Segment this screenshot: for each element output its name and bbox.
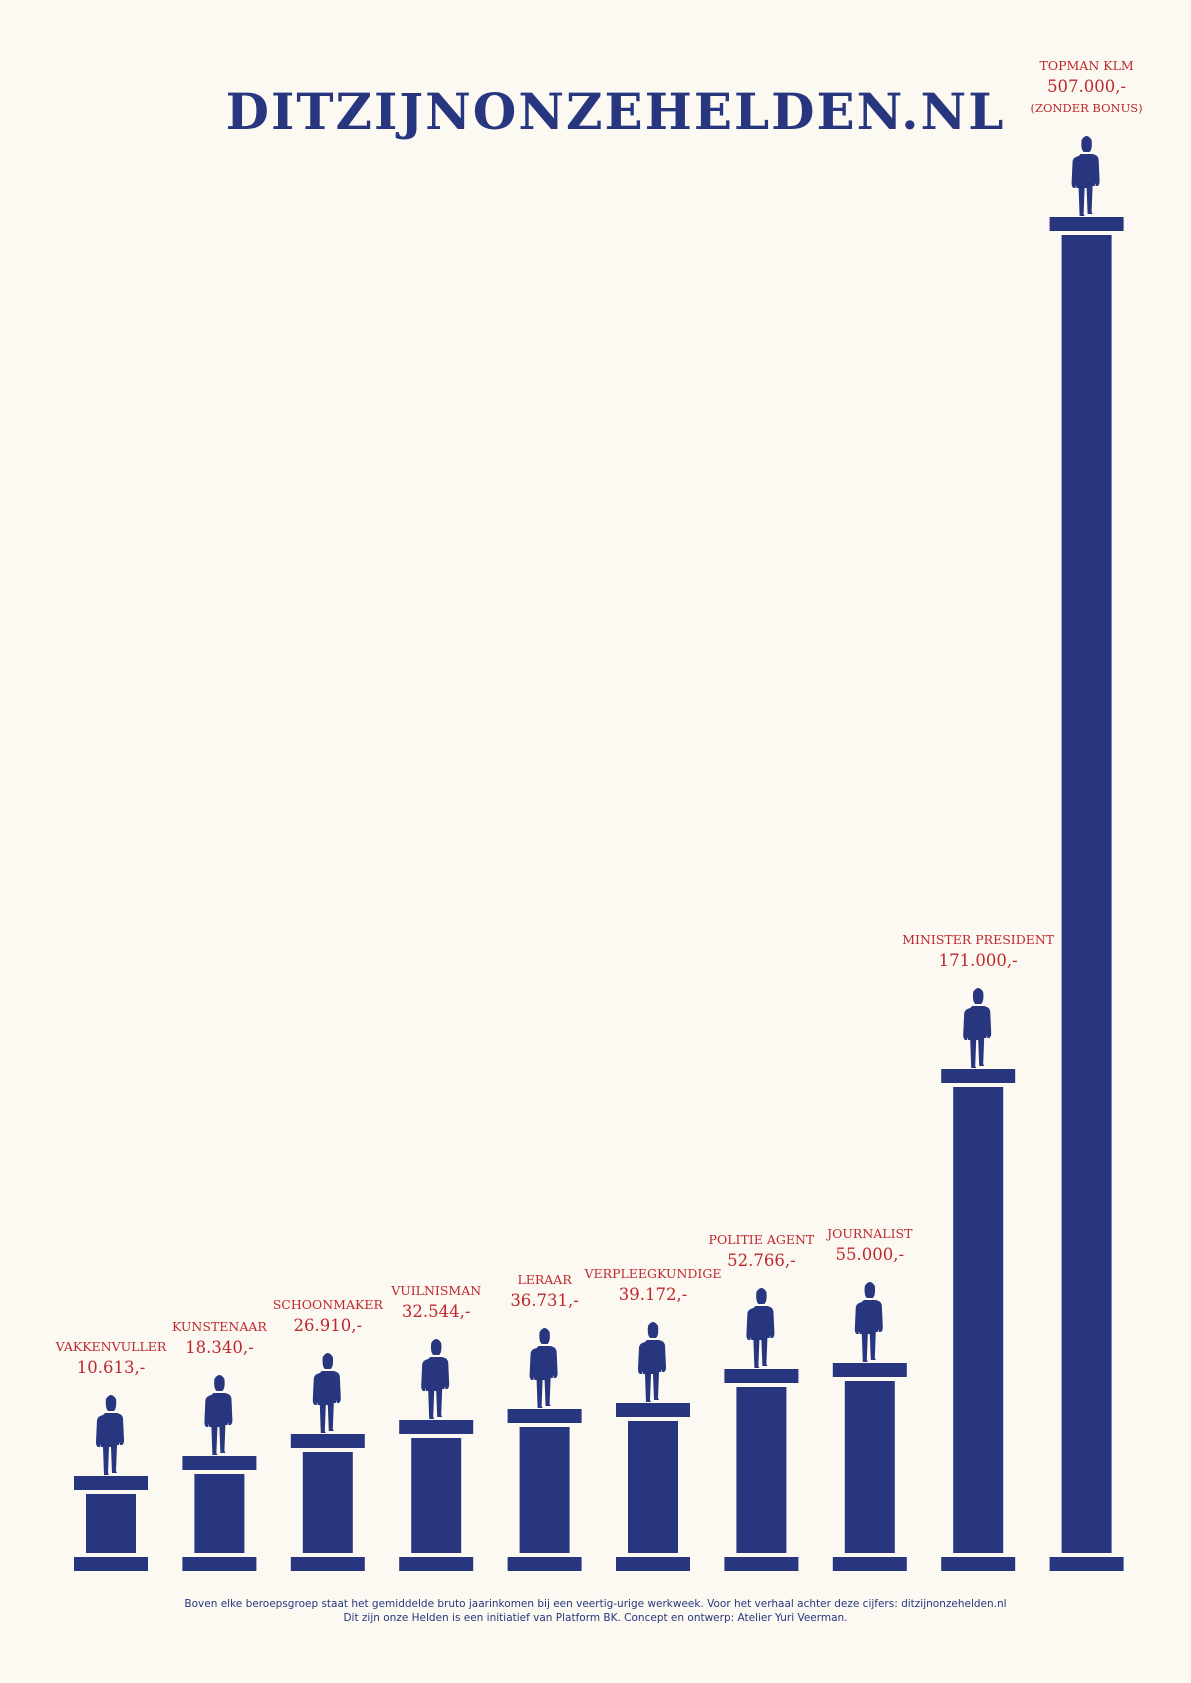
column-base bbox=[182, 1557, 257, 1571]
column-minister-president: MINISTER PRESIDENT 171.000,- bbox=[902, 932, 1055, 1571]
value-label: 10.613,- bbox=[77, 1358, 146, 1377]
value-label: 39.172,- bbox=[619, 1285, 688, 1304]
column-cap bbox=[182, 1456, 257, 1470]
column-shaft bbox=[194, 1474, 245, 1553]
column-verpleegkundige: VERPLEEGKUNDIGE 39.172,- bbox=[584, 1266, 722, 1571]
column-base bbox=[724, 1557, 799, 1571]
column-politie-agent: POLITIE AGENT 52.766,- bbox=[709, 1232, 815, 1571]
value-label: 507.000,- bbox=[1047, 77, 1126, 96]
value-label: 55.000,- bbox=[836, 1245, 905, 1264]
column-kunstenaar: KUNSTENAAR 18.340,- bbox=[172, 1319, 267, 1571]
column-vuilnisman: VUILNISMAN 32.544,- bbox=[390, 1283, 481, 1571]
footer: Boven elke beroepsgroep staat het gemidd… bbox=[0, 1597, 1191, 1625]
category-label: KUNSTENAAR bbox=[172, 1319, 267, 1334]
category-label: LERAAR bbox=[517, 1272, 572, 1287]
category-label: MINISTER PRESIDENT bbox=[902, 932, 1055, 947]
page-title: DITZIJNONZEHELDEN.NL bbox=[225, 82, 1006, 141]
value-label: 171.000,- bbox=[939, 951, 1018, 970]
column-schoonmaker: SCHOONMAKER 26.910,- bbox=[273, 1297, 384, 1571]
category-label: POLITIE AGENT bbox=[709, 1232, 815, 1247]
statue-figure-icon bbox=[204, 1375, 233, 1455]
column-vakkenvuller: VAKKENVULLER 10.613,- bbox=[55, 1339, 167, 1571]
column-shaft bbox=[86, 1494, 136, 1553]
category-label: VERPLEEGKUNDIGE bbox=[584, 1266, 722, 1281]
column-leraar: LERAAR 36.731,- bbox=[507, 1272, 582, 1571]
column-cap bbox=[290, 1434, 365, 1448]
column-shaft bbox=[844, 1381, 895, 1553]
column-base bbox=[507, 1557, 582, 1571]
column-cap bbox=[724, 1369, 799, 1383]
column-journalist: JOURNALIST 55.000,- bbox=[825, 1226, 913, 1571]
statue-figure-icon bbox=[96, 1395, 124, 1475]
column-shaft bbox=[953, 1087, 1004, 1553]
column-cap bbox=[74, 1476, 148, 1490]
column-cap bbox=[832, 1363, 907, 1377]
column-base bbox=[941, 1557, 1016, 1571]
statue-figure-icon bbox=[421, 1339, 450, 1419]
value-label: 32.544,- bbox=[402, 1302, 471, 1321]
value-label: 36.731,- bbox=[510, 1291, 579, 1310]
column-cap bbox=[399, 1420, 474, 1434]
value-label: 18.340,- bbox=[185, 1338, 254, 1357]
column-base bbox=[1049, 1557, 1124, 1571]
column-base bbox=[399, 1557, 474, 1571]
column-shaft bbox=[628, 1421, 678, 1553]
statue-figure-icon bbox=[638, 1322, 666, 1402]
column-cap bbox=[507, 1409, 582, 1423]
statue-figure-icon bbox=[312, 1353, 341, 1433]
value-label: 26.910,- bbox=[294, 1316, 363, 1335]
category-label: JOURNALIST bbox=[825, 1226, 913, 1241]
column-shaft bbox=[411, 1438, 462, 1553]
column-cap bbox=[1049, 217, 1124, 231]
category-label: TOPMAN KLM bbox=[1040, 58, 1134, 73]
column-base bbox=[290, 1557, 365, 1571]
column-topman-klm: TOPMAN KLM 507.000,- (ZONDER BONUS) bbox=[1031, 58, 1143, 1571]
column-base bbox=[616, 1557, 690, 1571]
column-shaft bbox=[736, 1387, 787, 1553]
value-note: (ZONDER BONUS) bbox=[1031, 101, 1143, 115]
column-base bbox=[832, 1557, 907, 1571]
category-label: VAKKENVULLER bbox=[55, 1339, 167, 1354]
column-shaft bbox=[302, 1452, 353, 1553]
statue-figure-icon bbox=[529, 1328, 558, 1408]
statue-figure-icon bbox=[1071, 136, 1100, 216]
value-label: 52.766,- bbox=[727, 1251, 796, 1270]
statue-figure-icon bbox=[963, 988, 992, 1068]
statue-figure-icon bbox=[746, 1288, 775, 1368]
column-shaft bbox=[1061, 235, 1112, 1553]
category-label: VUILNISMAN bbox=[390, 1283, 481, 1298]
footer-note: Boven elke beroepsgroep staat het gemidd… bbox=[184, 1598, 1007, 1610]
category-label: SCHOONMAKER bbox=[273, 1297, 384, 1312]
column-cap bbox=[941, 1069, 1016, 1083]
column-cap bbox=[616, 1403, 690, 1417]
statue-figure-icon bbox=[854, 1282, 883, 1362]
column-base bbox=[74, 1557, 148, 1571]
footer-credits: Dit zijn onze Helden is een initiatief v… bbox=[343, 1612, 848, 1624]
column-shaft bbox=[519, 1427, 570, 1553]
